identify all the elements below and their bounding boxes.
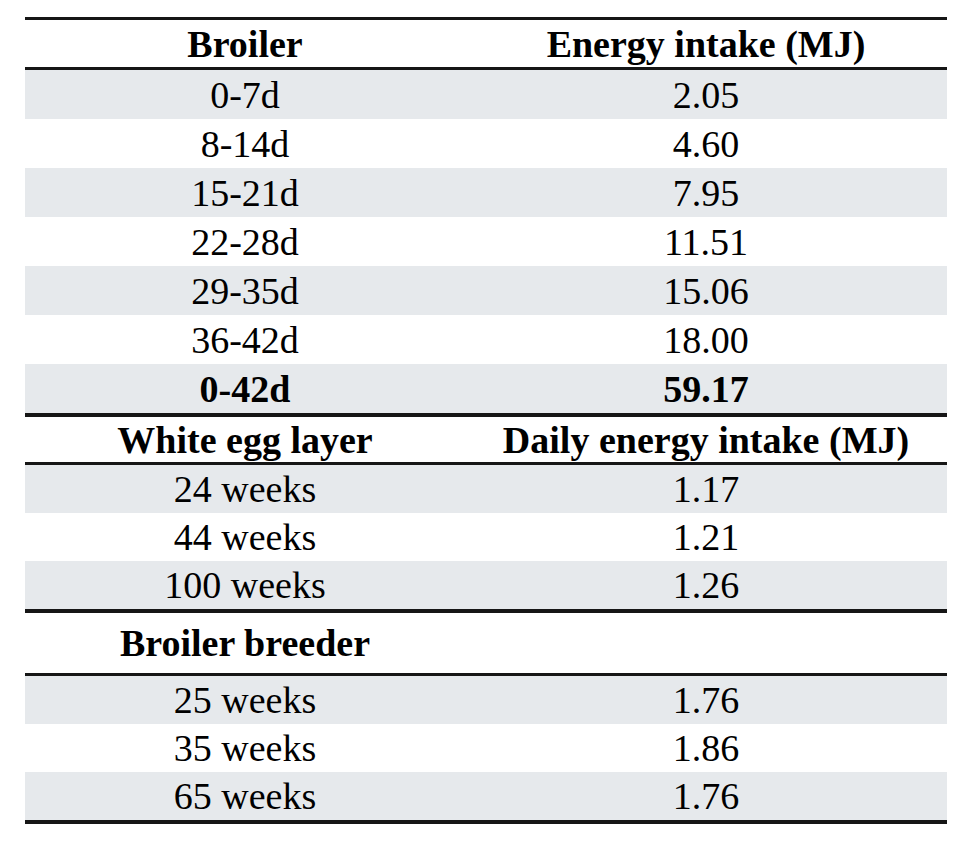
row-label: 36-42d xyxy=(25,318,465,362)
column-header-daily-energy-intake: Daily energy intake (MJ) xyxy=(465,418,947,462)
row-label: 100 weeks xyxy=(25,563,465,607)
row-value: 18.00 xyxy=(465,318,947,362)
table-row-total: 0-42d 59.17 xyxy=(25,364,947,413)
column-header-energy-intake: Energy intake (MJ) xyxy=(465,22,947,66)
row-value: 4.60 xyxy=(465,122,947,166)
table-row: 29-35d 15.06 xyxy=(25,266,947,315)
table-row: 44 weeks 1.21 xyxy=(25,513,947,561)
table-row: 24 weeks 1.17 xyxy=(25,465,947,513)
row-label: 25 weeks xyxy=(25,678,465,722)
broiler-breeder-rows: 25 weeks 1.76 35 weeks 1.86 65 weeks 1.7… xyxy=(25,676,947,824)
row-value: 59.17 xyxy=(465,367,947,411)
row-value: 7.95 xyxy=(465,171,947,215)
row-value: 1.21 xyxy=(465,515,947,559)
table-figure: Broiler Energy intake (MJ) 0-7d 2.05 8-1… xyxy=(0,0,968,857)
row-value: 2.05 xyxy=(465,73,947,117)
broiler-rows: 0-7d 2.05 8-14d 4.60 15-21d 7.95 22-28d … xyxy=(25,70,947,413)
header-row-broiler: Broiler Energy intake (MJ) xyxy=(25,17,947,70)
row-label: 15-21d xyxy=(25,171,465,215)
table-row: 65 weeks 1.76 xyxy=(25,772,947,820)
energy-intake-table: Broiler Energy intake (MJ) 0-7d 2.05 8-1… xyxy=(25,17,947,824)
white-egg-layer-rows: 24 weeks 1.17 44 weeks 1.21 100 weeks 1.… xyxy=(25,465,947,609)
table-row: 22-28d 11.51 xyxy=(25,217,947,266)
column-header-broiler-breeder: Broiler breeder xyxy=(25,621,465,665)
row-label: 0-7d xyxy=(25,73,465,117)
table-row: 25 weeks 1.76 xyxy=(25,676,947,724)
section-broiler: Broiler Energy intake (MJ) 0-7d 2.05 8-1… xyxy=(25,17,947,413)
row-value: 11.51 xyxy=(465,220,947,264)
row-value: 1.86 xyxy=(465,726,947,770)
row-label: 35 weeks xyxy=(25,726,465,770)
row-label: 44 weeks xyxy=(25,515,465,559)
row-label: 65 weeks xyxy=(25,774,465,818)
table-row: 15-21d 7.95 xyxy=(25,168,947,217)
row-value: 1.76 xyxy=(465,678,947,722)
row-value: 15.06 xyxy=(465,269,947,313)
row-value: 1.17 xyxy=(465,467,947,511)
section-white-egg-layer: White egg layer Daily energy intake (MJ)… xyxy=(25,413,947,609)
column-header-white-egg-layer: White egg layer xyxy=(25,418,465,462)
row-value: 1.26 xyxy=(465,563,947,607)
row-label: 29-35d xyxy=(25,269,465,313)
table-row: 8-14d 4.60 xyxy=(25,119,947,168)
row-label: 22-28d xyxy=(25,220,465,264)
section-broiler-breeder: Broiler breeder 25 weeks 1.76 35 weeks 1… xyxy=(25,609,947,824)
table-row: 0-7d 2.05 xyxy=(25,70,947,119)
header-row-broiler-breeder: Broiler breeder xyxy=(25,609,947,676)
table-row: 100 weeks 1.26 xyxy=(25,561,947,609)
row-label: 0-42d xyxy=(25,367,465,411)
table-row: 35 weeks 1.86 xyxy=(25,724,947,772)
row-label: 24 weeks xyxy=(25,467,465,511)
table-row: 36-42d 18.00 xyxy=(25,315,947,364)
row-value: 1.76 xyxy=(465,774,947,818)
column-header-broiler: Broiler xyxy=(25,22,465,66)
header-row-white-egg-layer: White egg layer Daily energy intake (MJ) xyxy=(25,413,947,465)
row-label: 8-14d xyxy=(25,122,465,166)
